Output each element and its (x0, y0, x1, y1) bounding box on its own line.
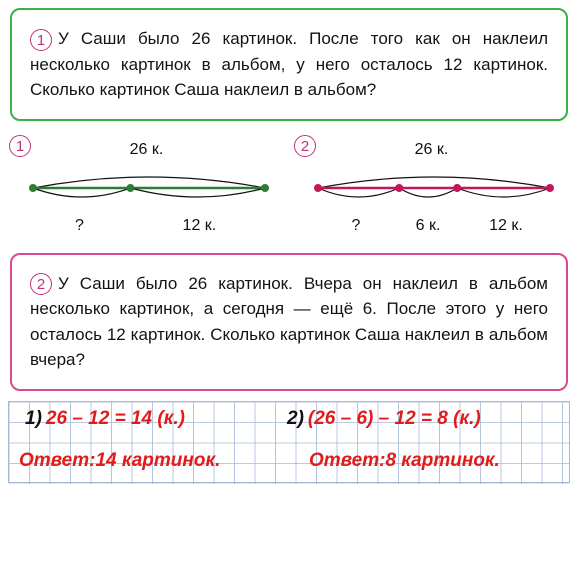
diagram-2: 2 26 к. ?6 к.12 к. (294, 135, 569, 245)
answer-1-idx: 1) (25, 408, 42, 429)
answer-1-expr: 1)26 – 12 = 14 (к.) (25, 408, 185, 430)
problem-2-number: 2 (30, 273, 52, 295)
segment-label: 12 к. (130, 217, 269, 235)
problem-1-box: 1У Саши было 26 картинок. После того как… (10, 8, 568, 121)
segment-label: ? (29, 217, 130, 235)
problem-2-text: У Саши было 26 картинок. Вчера он наклеи… (30, 274, 548, 370)
answer-1-expr-text: 26 – 12 = 14 (к.) (46, 408, 185, 429)
diagram-1: 1 26 к. ?12 к. (9, 135, 284, 245)
answer-2-label: Ответ:8 картинок. (309, 450, 500, 472)
diagram-1-svg (29, 163, 269, 218)
answer-2-expr: 2)(26 – 6) – 12 = 8 (к.) (287, 408, 481, 430)
diagram-2-bottom-labels: ?6 к.12 к. (314, 217, 554, 235)
diagram-1-bottom-labels: ?12 к. (29, 217, 269, 235)
diagram-2-top-label: 26 к. (294, 141, 569, 159)
answer-2-idx: 2) (287, 408, 304, 429)
problem-2-box: 2У Саши было 26 картинок. Вчера он накле… (10, 253, 568, 391)
segment-label: 12 к. (458, 217, 554, 235)
segment-label: 6 к. (398, 217, 458, 235)
answer-1-label: Ответ:14 картинок. (19, 450, 220, 472)
segment-label: ? (314, 217, 398, 235)
problem-1-number: 1 (30, 29, 52, 51)
diagram-1-top-label: 26 к. (9, 141, 284, 159)
diagrams-row: 1 26 к. ?12 к. 2 26 к. ?6 к.12 к. (4, 135, 574, 245)
problem-1-text: У Саши было 26 картинок. После того как … (30, 29, 548, 99)
diagram-2-svg (314, 163, 554, 218)
answer-2-expr-text: (26 – 6) – 12 = 8 (к.) (308, 408, 481, 429)
answer-grid: 1)26 – 12 = 14 (к.) 2)(26 – 6) – 12 = 8 … (8, 401, 570, 483)
